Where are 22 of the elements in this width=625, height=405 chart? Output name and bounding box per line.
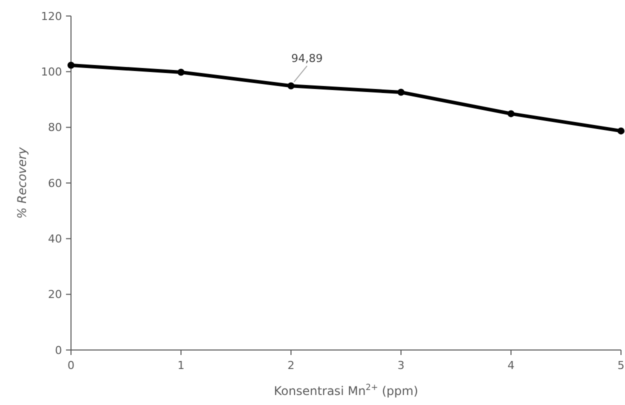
y-tick-label: 60 (48, 176, 62, 190)
point (178, 68, 184, 76)
x-tick-label: 1 (178, 359, 184, 372)
y-tick-label: 0 (55, 344, 62, 357)
y-tick-label: 120 (41, 10, 62, 23)
point (618, 127, 624, 134)
x-tick-label: 5 (618, 359, 624, 372)
y-tick-label: 80 (48, 121, 62, 134)
x-axis-title: Konsentrasi Mn$^{2+}$ (ppm) (274, 382, 418, 398)
point (68, 62, 74, 69)
x-tick-label: 0 (68, 359, 74, 372)
point (398, 88, 404, 96)
y-tick-label: 20 (48, 288, 62, 302)
annotation: 94,89 (291, 52, 323, 65)
y-axis-title: % Recovery (15, 146, 29, 219)
x-tick-label: 2 (288, 359, 294, 372)
x-tick-label: 3 (398, 359, 404, 372)
y-tick-label: 40 (48, 232, 62, 246)
y-tick-label: 100 (41, 66, 62, 79)
point (288, 82, 294, 90)
point (508, 110, 514, 118)
x-tick-label: 4 (508, 359, 514, 372)
